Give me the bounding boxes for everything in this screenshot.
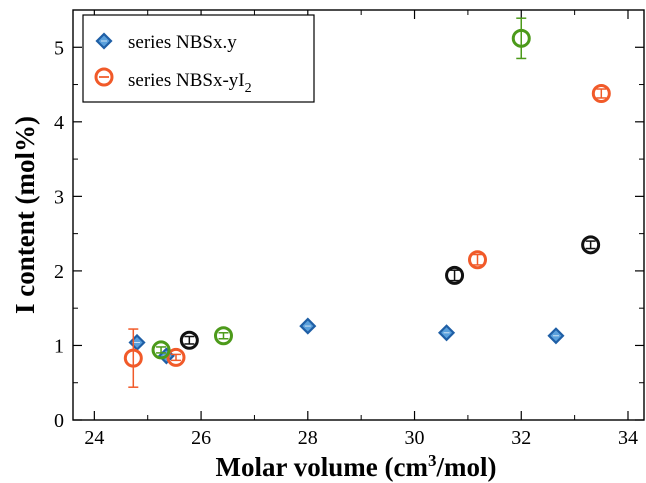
x-axis-title: Molar volume (cm3/mol) bbox=[216, 451, 497, 482]
data-point-circle bbox=[581, 235, 601, 255]
data-point-circle bbox=[166, 347, 186, 367]
x-tick-label: 28 bbox=[298, 427, 318, 449]
data-point-circle bbox=[468, 250, 488, 270]
legend-diamond-icon bbox=[95, 32, 113, 50]
y-tick-label: 5 bbox=[54, 37, 64, 59]
data-point-circle bbox=[151, 340, 171, 360]
data-point-diamond bbox=[547, 327, 565, 345]
y-axis-title: I content (mol%) bbox=[10, 116, 40, 314]
legend: series NBSx.y series NBSx-yI2 bbox=[82, 14, 315, 103]
legend-label-nbs-i2-subscript: 2 bbox=[245, 81, 252, 96]
y-tick-label: 4 bbox=[54, 112, 64, 134]
data-point-diamond bbox=[299, 317, 317, 335]
data-point-circle bbox=[591, 83, 611, 103]
x-tick-label: 34 bbox=[618, 427, 638, 449]
data-point-diamond bbox=[437, 324, 456, 342]
y-tick-label: 3 bbox=[54, 186, 64, 208]
legend-box bbox=[82, 14, 315, 103]
data-marks bbox=[123, 17, 611, 388]
data-point-circle bbox=[123, 328, 143, 388]
legend-markers bbox=[94, 32, 114, 87]
data-point-circle bbox=[445, 265, 465, 285]
x-tick-label: 32 bbox=[511, 427, 531, 449]
y-tick-label: 2 bbox=[54, 261, 64, 283]
data-point-circle bbox=[213, 326, 233, 346]
x-axis-title-main: Molar volume (cm bbox=[216, 452, 429, 482]
data-point-circle bbox=[179, 330, 199, 350]
legend-circle-icon bbox=[94, 67, 114, 87]
plot-frame bbox=[72, 9, 645, 421]
plot-area-border bbox=[72, 9, 645, 421]
y-tick-label: 1 bbox=[54, 335, 64, 357]
legend-label-nbs-i2-main: series NBSx-yI bbox=[128, 70, 245, 91]
x-tick-label: 30 bbox=[405, 427, 425, 449]
x-axis-title-tail: /mol) bbox=[435, 452, 496, 482]
data-point-circle bbox=[511, 17, 531, 60]
x-tick-label: 24 bbox=[84, 427, 104, 449]
x-tick-label: 26 bbox=[191, 427, 211, 449]
data-point-diamond bbox=[128, 333, 146, 352]
legend-label-nbs-i2: series NBSx-yI2 bbox=[128, 70, 252, 96]
legend-label-nbs: series NBSx.y bbox=[128, 32, 237, 53]
x-axis-title-superscript: 3 bbox=[428, 451, 437, 470]
y-tick-label: 0 bbox=[54, 410, 64, 432]
